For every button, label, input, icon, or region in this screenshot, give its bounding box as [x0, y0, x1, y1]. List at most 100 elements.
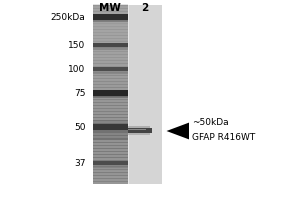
Polygon shape: [167, 123, 189, 139]
Bar: [93, 175, 128, 176]
Bar: [93, 167, 128, 168]
Bar: [93, 48, 128, 49]
Bar: [93, 38, 128, 39]
Bar: [93, 96, 128, 97]
Bar: [93, 129, 128, 130]
Text: ~50kDa: ~50kDa: [192, 118, 229, 127]
Bar: [93, 67, 128, 68]
Bar: [93, 142, 128, 143]
Bar: [93, 166, 128, 167]
Bar: [93, 134, 128, 135]
Bar: [93, 39, 128, 40]
Bar: [93, 113, 128, 114]
Bar: [93, 105, 128, 106]
Bar: [93, 108, 128, 109]
Bar: [93, 86, 128, 87]
Bar: [93, 92, 128, 93]
Bar: [93, 131, 128, 132]
Bar: [93, 106, 128, 107]
Bar: [93, 120, 128, 121]
Bar: [93, 54, 128, 55]
Bar: [93, 11, 128, 12]
Bar: [93, 81, 128, 82]
Bar: [93, 164, 128, 165]
Bar: [93, 83, 128, 84]
Bar: [93, 45, 128, 46]
Bar: [93, 99, 128, 100]
Text: 150: 150: [68, 40, 86, 49]
Bar: [128, 126, 150, 128]
Bar: [93, 140, 128, 141]
Bar: [93, 21, 128, 22]
Bar: [93, 43, 128, 47]
Bar: [93, 15, 128, 16]
Bar: [93, 169, 128, 170]
Bar: [93, 59, 128, 60]
Bar: [93, 93, 128, 94]
Bar: [93, 10, 128, 11]
Text: 100: 100: [68, 64, 86, 73]
Bar: [93, 24, 128, 25]
Bar: [93, 168, 128, 169]
Bar: [128, 128, 152, 133]
Bar: [93, 65, 128, 66]
Bar: [93, 31, 128, 32]
Bar: [93, 105, 128, 106]
Bar: [93, 91, 128, 92]
Bar: [93, 179, 128, 180]
Bar: [93, 51, 128, 52]
Bar: [93, 88, 128, 89]
Bar: [93, 22, 128, 23]
Bar: [93, 49, 128, 50]
Bar: [93, 36, 128, 37]
Bar: [93, 141, 128, 142]
Bar: [93, 14, 128, 20]
Bar: [93, 87, 128, 88]
Bar: [93, 57, 128, 58]
Bar: [93, 129, 128, 130]
Text: 50: 50: [74, 122, 85, 132]
Bar: [93, 119, 128, 120]
Bar: [93, 38, 128, 39]
Bar: [93, 145, 128, 146]
Bar: [93, 183, 128, 184]
Bar: [93, 73, 128, 74]
Bar: [93, 11, 128, 12]
Bar: [93, 155, 128, 156]
Bar: [93, 55, 128, 56]
Bar: [93, 41, 128, 42]
Text: 250kDa: 250kDa: [51, 12, 86, 21]
Bar: [93, 29, 128, 30]
Bar: [93, 90, 128, 91]
Bar: [93, 44, 128, 45]
Bar: [93, 139, 128, 140]
Bar: [93, 69, 128, 70]
Bar: [93, 17, 128, 18]
Bar: [93, 81, 128, 82]
Bar: [93, 165, 128, 166]
Bar: [93, 135, 128, 136]
Bar: [93, 71, 128, 74]
Bar: [93, 87, 128, 88]
Bar: [93, 50, 128, 51]
Bar: [93, 147, 128, 148]
Bar: [93, 89, 128, 90]
Bar: [93, 95, 128, 96]
Bar: [93, 121, 128, 122]
Bar: [93, 177, 128, 178]
Bar: [93, 23, 128, 24]
Bar: [93, 29, 128, 30]
Bar: [93, 78, 128, 79]
Bar: [93, 19, 128, 20]
Bar: [93, 125, 128, 126]
Bar: [93, 9, 128, 10]
Bar: [93, 181, 128, 182]
Bar: [93, 103, 128, 104]
Bar: [93, 109, 128, 110]
Bar: [93, 152, 128, 153]
Text: GFAP R416WT: GFAP R416WT: [192, 134, 255, 143]
Bar: [93, 80, 128, 81]
Bar: [93, 82, 128, 83]
Bar: [93, 90, 128, 91]
Bar: [93, 180, 128, 181]
